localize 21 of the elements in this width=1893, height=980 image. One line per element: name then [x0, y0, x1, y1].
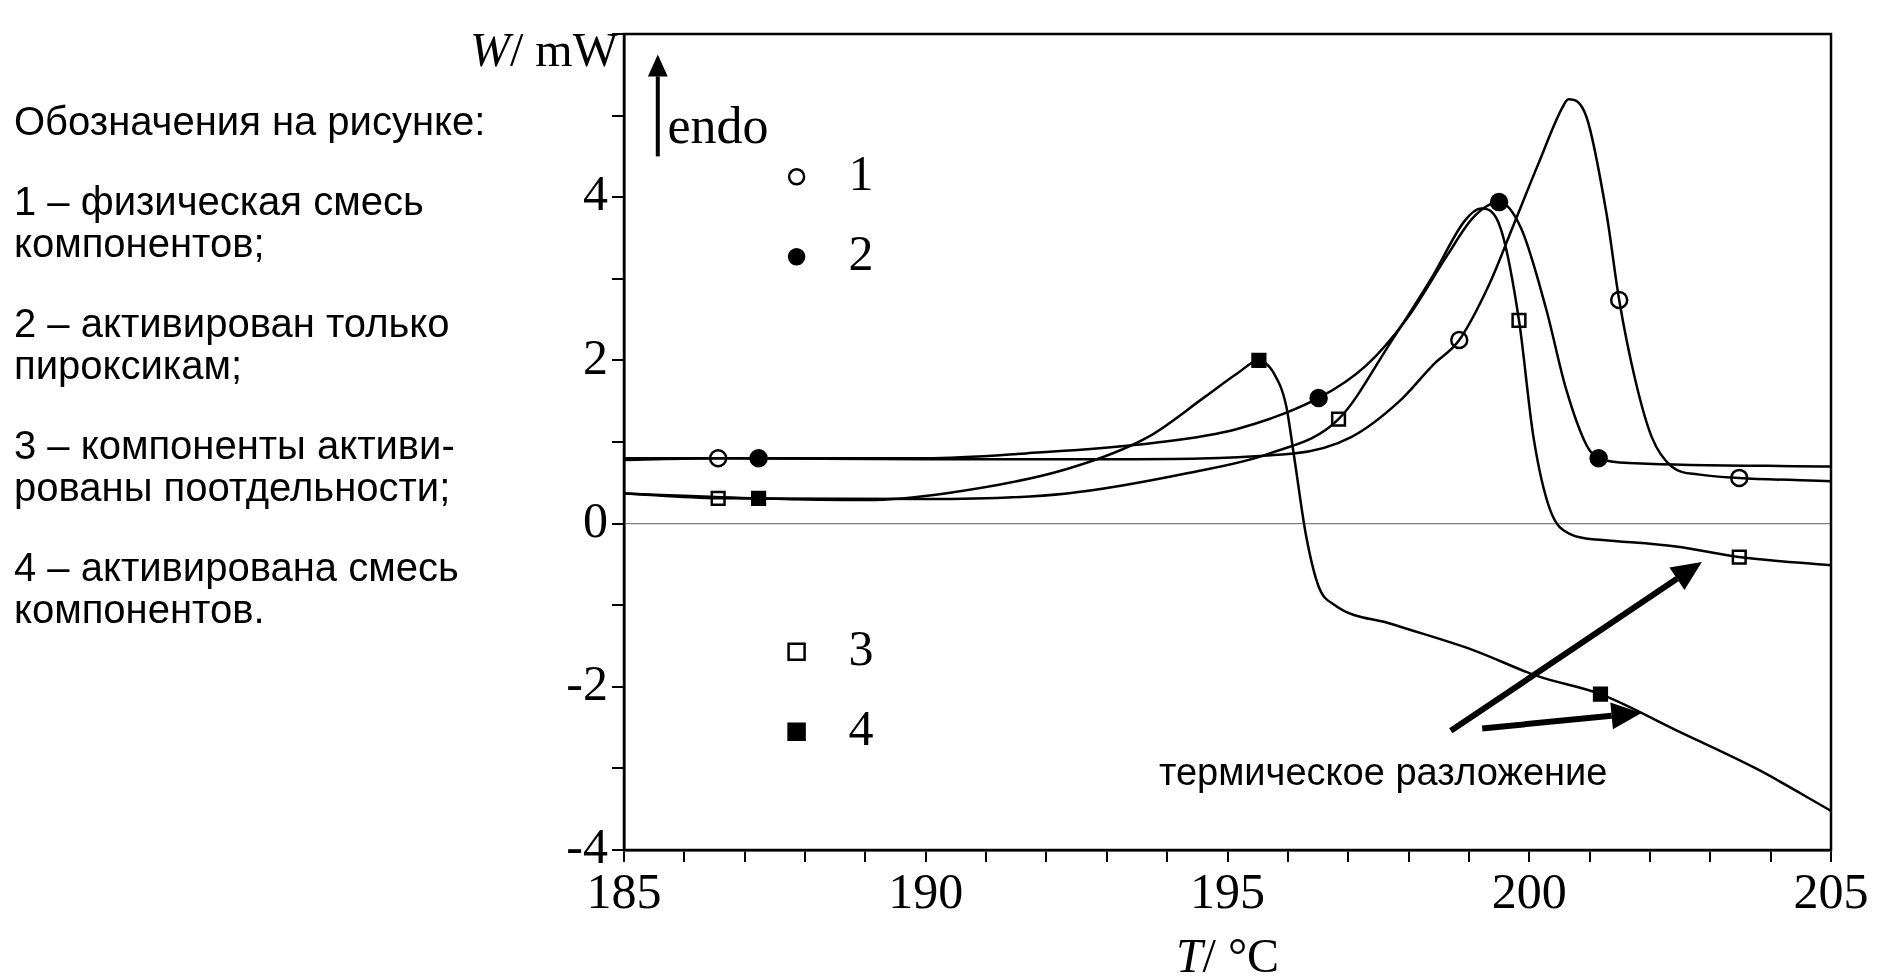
legend-label: 4	[848, 699, 874, 756]
text: Обозначения на рисунке:	[14, 99, 486, 143]
annotation: термическое разложение	[1158, 750, 1608, 793]
legend-label: 1	[848, 144, 874, 201]
x-axis-title: T/ °C	[1175, 929, 1280, 980]
y-tick-label: 0	[583, 491, 608, 548]
y-tick-label: 4	[583, 165, 608, 222]
y-tick-label: -2	[566, 654, 608, 711]
x-tick-label: 205	[1793, 863, 1869, 920]
y-tick-label: 2	[583, 328, 608, 385]
text: 3 – компоненты активи- рованы поотдельности;	[14, 423, 456, 509]
x-tick-label: 200	[1491, 863, 1567, 920]
annotation: endo	[667, 96, 769, 154]
legend-label: 3	[848, 619, 874, 676]
text: 2 – активирован только пироксикам;	[14, 301, 451, 387]
x-tick-label: 195	[1190, 863, 1265, 920]
text: 4 – активирована смесь компонентов.	[14, 545, 460, 631]
x-tick-label: 190	[888, 863, 964, 920]
text: 1 – физическая смесь компонентов;	[14, 179, 425, 265]
legend-label: 2	[848, 224, 874, 281]
y-axis-title: W/ mW	[470, 23, 619, 76]
